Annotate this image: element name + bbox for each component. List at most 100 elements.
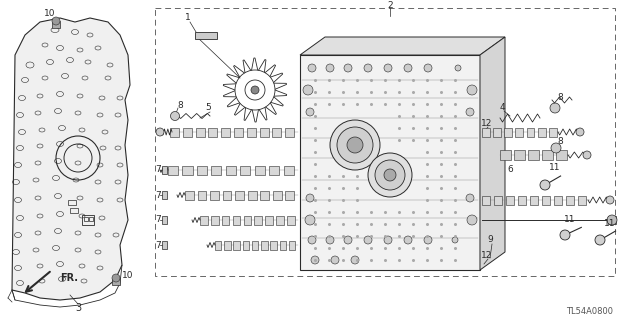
- Circle shape: [424, 64, 432, 72]
- Bar: [285, 190, 294, 199]
- Circle shape: [308, 236, 316, 244]
- Bar: [273, 190, 282, 199]
- Bar: [504, 128, 512, 137]
- Polygon shape: [480, 37, 505, 270]
- Circle shape: [330, 120, 380, 170]
- Text: 8: 8: [557, 137, 563, 146]
- Bar: [215, 241, 221, 249]
- Text: 6: 6: [507, 166, 513, 174]
- Bar: [493, 128, 501, 137]
- Circle shape: [466, 194, 474, 202]
- Circle shape: [306, 194, 314, 202]
- Circle shape: [52, 17, 60, 25]
- Circle shape: [467, 85, 477, 95]
- Circle shape: [308, 64, 316, 72]
- Bar: [112, 278, 120, 285]
- Bar: [162, 241, 167, 249]
- Circle shape: [607, 215, 617, 225]
- Circle shape: [311, 256, 319, 264]
- Bar: [260, 128, 269, 137]
- Bar: [273, 128, 282, 137]
- Bar: [482, 196, 490, 204]
- Text: 11: 11: [564, 216, 576, 225]
- Bar: [542, 150, 553, 160]
- Circle shape: [606, 196, 614, 204]
- Circle shape: [306, 108, 314, 116]
- Bar: [68, 200, 76, 205]
- Circle shape: [467, 215, 477, 225]
- Bar: [285, 128, 294, 137]
- Bar: [252, 241, 259, 249]
- Bar: [210, 190, 219, 199]
- Bar: [236, 190, 244, 199]
- Bar: [244, 216, 251, 225]
- Bar: [260, 190, 269, 199]
- Bar: [52, 21, 60, 28]
- Bar: [223, 190, 232, 199]
- Circle shape: [344, 236, 352, 244]
- Bar: [300, 55, 480, 270]
- Bar: [280, 241, 286, 249]
- Bar: [556, 150, 567, 160]
- Bar: [198, 190, 206, 199]
- Circle shape: [326, 236, 334, 244]
- Bar: [255, 166, 265, 174]
- Bar: [185, 190, 194, 199]
- Bar: [287, 216, 295, 225]
- Circle shape: [305, 215, 315, 225]
- Bar: [221, 128, 230, 137]
- Bar: [155, 8, 615, 276]
- Bar: [162, 191, 167, 199]
- Circle shape: [351, 256, 359, 264]
- Bar: [276, 216, 284, 225]
- Text: 10: 10: [122, 271, 134, 279]
- Circle shape: [331, 256, 339, 264]
- Text: 8: 8: [557, 93, 563, 101]
- Bar: [226, 166, 236, 174]
- Bar: [197, 166, 207, 174]
- Text: 12: 12: [481, 250, 493, 259]
- Circle shape: [455, 65, 461, 71]
- Bar: [542, 196, 550, 204]
- Bar: [248, 190, 257, 199]
- Bar: [168, 166, 178, 174]
- Circle shape: [251, 86, 259, 94]
- Text: 8: 8: [177, 100, 183, 109]
- Circle shape: [364, 236, 372, 244]
- Polygon shape: [12, 18, 130, 300]
- Bar: [170, 128, 179, 137]
- Bar: [240, 166, 250, 174]
- Polygon shape: [300, 37, 505, 55]
- Bar: [243, 241, 249, 249]
- Bar: [506, 196, 515, 204]
- Bar: [196, 128, 205, 137]
- Circle shape: [550, 103, 560, 113]
- Bar: [84, 217, 88, 221]
- Bar: [266, 216, 273, 225]
- Circle shape: [384, 64, 392, 72]
- Bar: [233, 216, 240, 225]
- Bar: [284, 166, 294, 174]
- Circle shape: [368, 153, 412, 197]
- Text: FR.: FR.: [60, 273, 78, 283]
- Bar: [261, 241, 268, 249]
- Circle shape: [424, 236, 432, 244]
- Text: 1: 1: [185, 13, 191, 23]
- Circle shape: [576, 128, 584, 136]
- Bar: [500, 150, 511, 160]
- Bar: [234, 241, 240, 249]
- Bar: [538, 128, 545, 137]
- Bar: [209, 128, 218, 137]
- Text: 10: 10: [44, 10, 56, 19]
- Circle shape: [344, 64, 352, 72]
- Bar: [289, 241, 295, 249]
- Circle shape: [404, 236, 412, 244]
- Circle shape: [583, 151, 591, 159]
- Text: 7: 7: [155, 166, 161, 174]
- Text: 5: 5: [205, 103, 211, 113]
- Bar: [578, 196, 586, 204]
- Bar: [269, 166, 279, 174]
- Bar: [530, 196, 538, 204]
- Bar: [222, 216, 229, 225]
- Circle shape: [404, 64, 412, 72]
